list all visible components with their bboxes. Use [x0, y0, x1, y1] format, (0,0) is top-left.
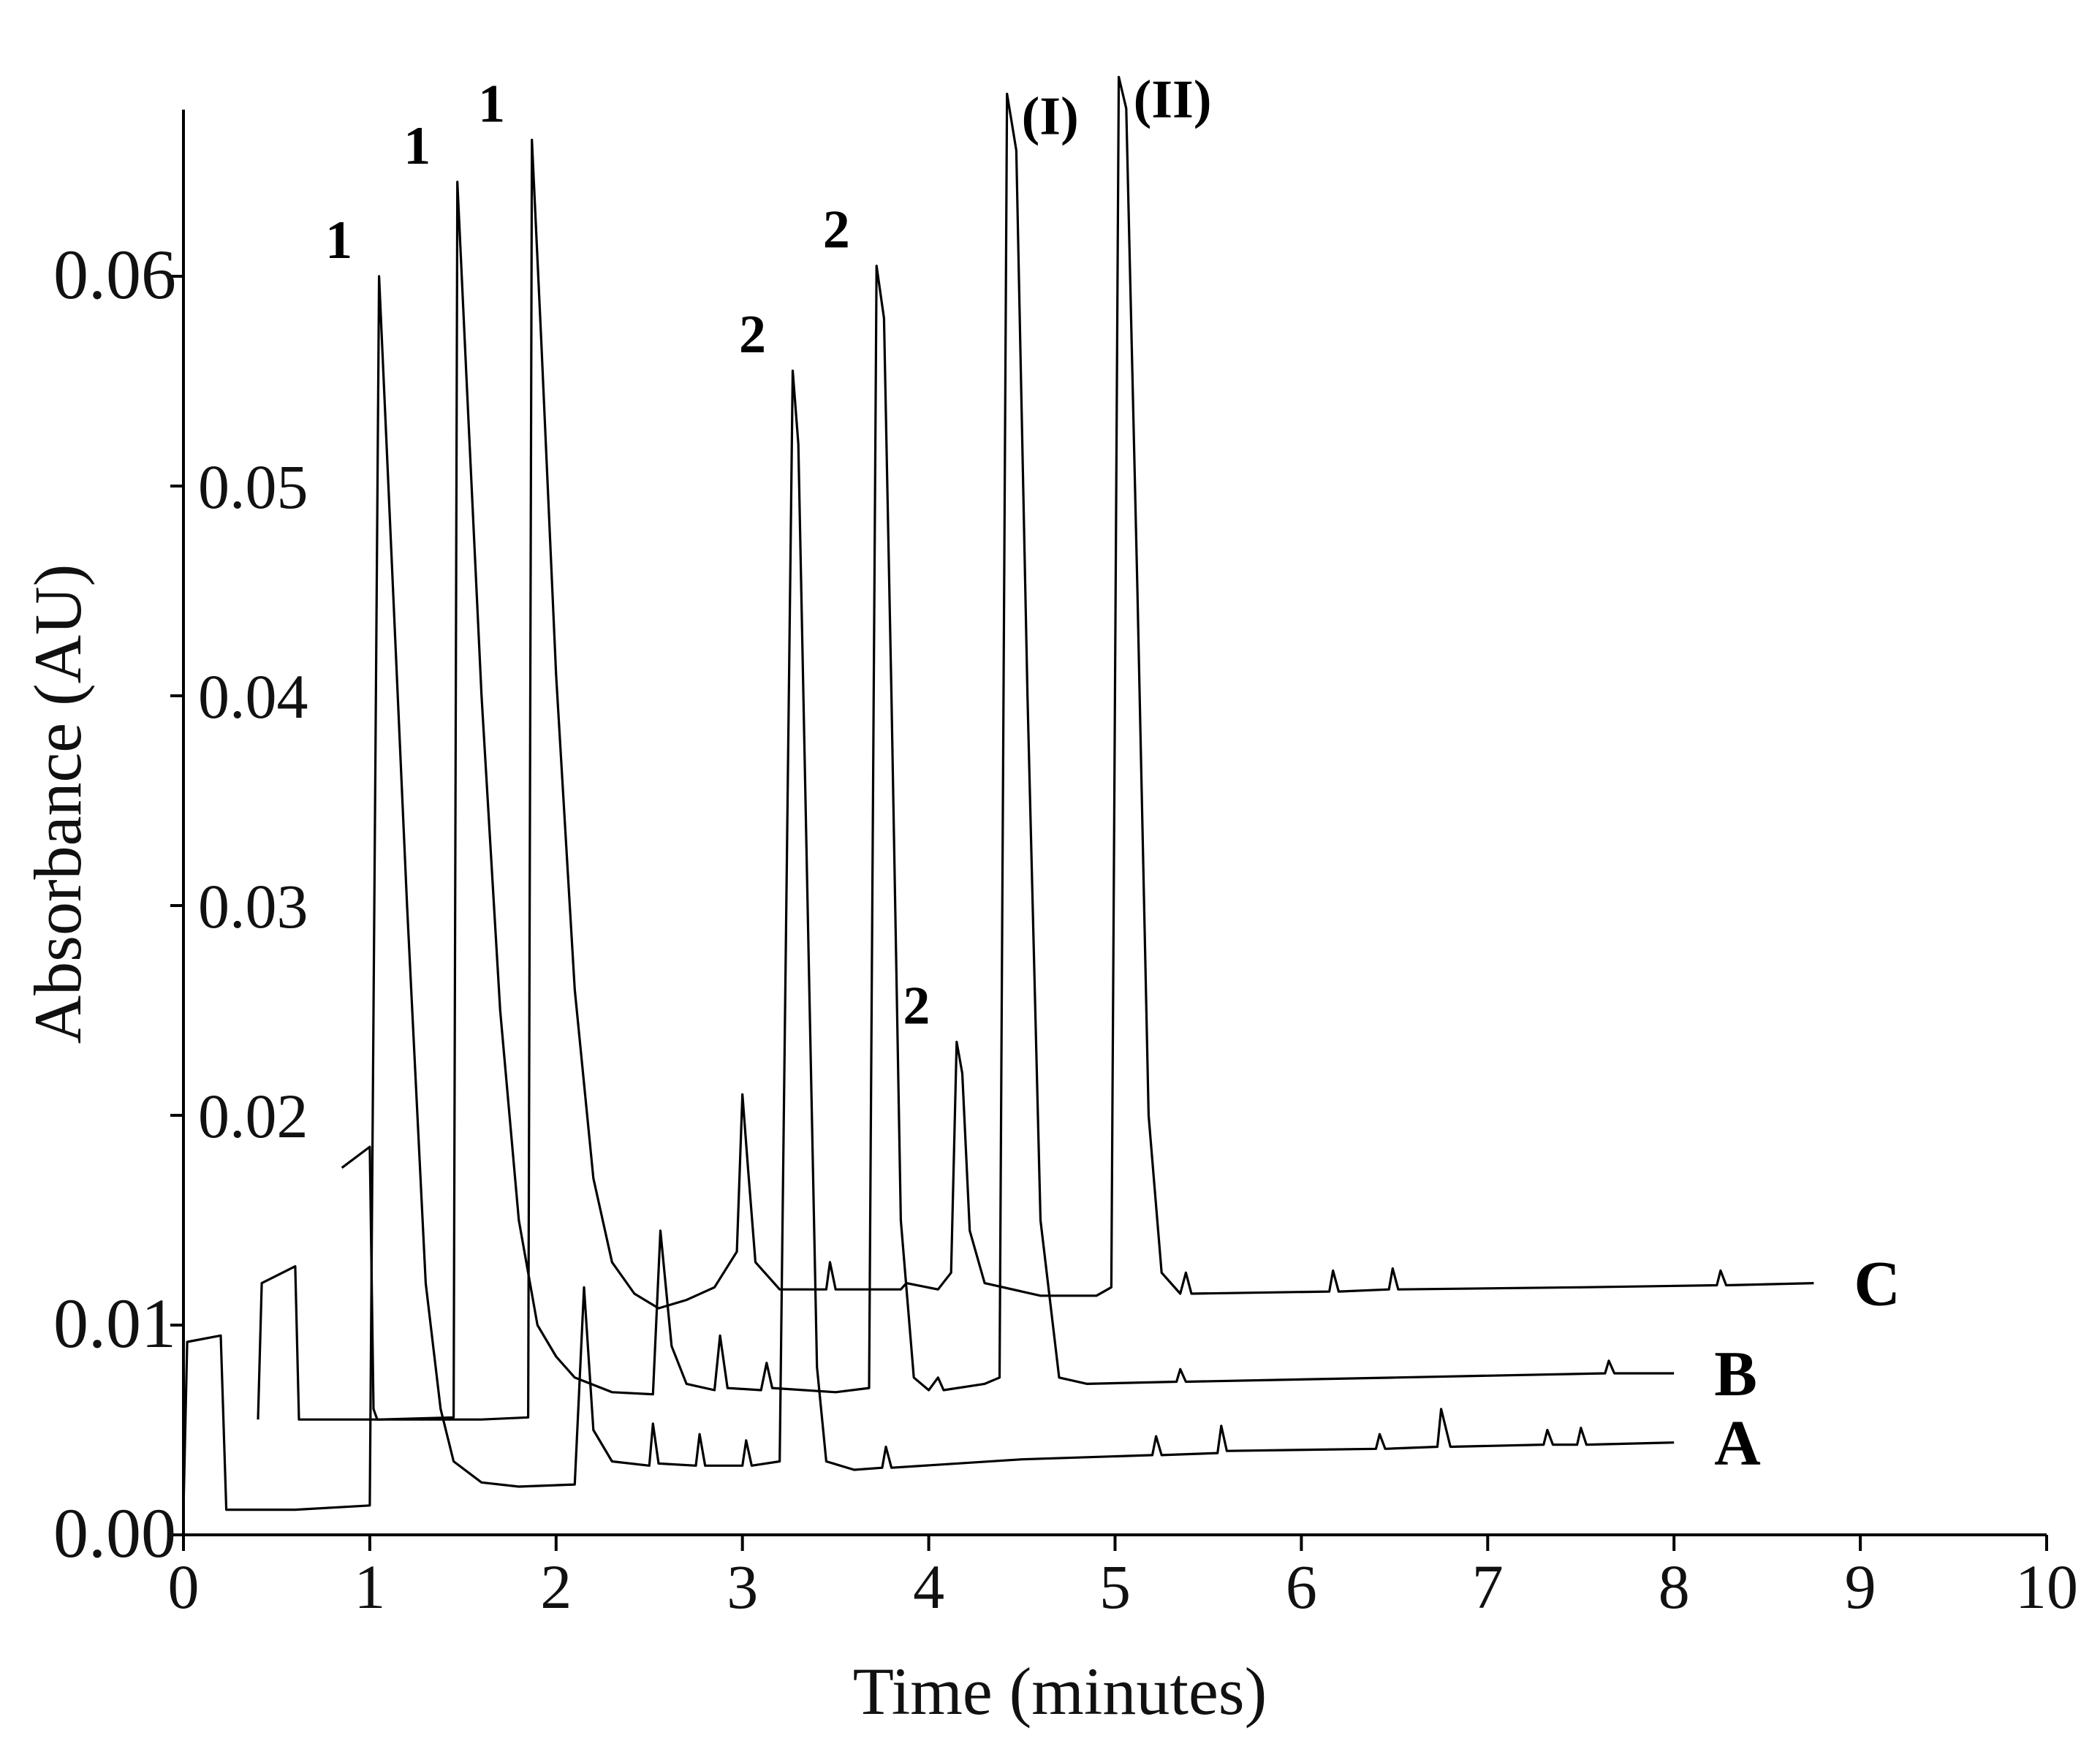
peak-label: (II): [1134, 69, 1212, 129]
x-tick-label: 4: [913, 1552, 944, 1622]
y-tick-label: 0.05: [198, 452, 308, 522]
x-tick-label: 6: [1286, 1552, 1317, 1622]
y-tick-label: 0.03: [198, 871, 308, 941]
peak-label: 1: [325, 210, 352, 270]
x-tick-label: 2: [540, 1552, 572, 1622]
x-tick-label: 3: [727, 1552, 758, 1622]
y-tick-label: 0.02: [198, 1081, 308, 1151]
x-tick-label: 0: [168, 1552, 200, 1622]
series-trace-b: [257, 92, 1675, 1421]
y-axis-title: Absorbance (AU): [20, 564, 95, 1044]
y-tick-label: 0.06: [53, 235, 176, 314]
x-tick-label: 5: [1099, 1552, 1131, 1622]
x-tick-label: 7: [1472, 1552, 1504, 1622]
y-tick-label: 0.01: [53, 1284, 176, 1362]
y-tick-label: 0.04: [198, 661, 308, 732]
x-tick-label: 1: [354, 1552, 385, 1622]
x-tick-label: 8: [1659, 1552, 1690, 1622]
series-label-c: C: [1854, 1249, 1900, 1320]
peak-label: 2: [739, 305, 766, 365]
series-trace-a: [182, 275, 1675, 1511]
y-tick-label: 0.00: [53, 1494, 176, 1572]
x-tick-label: 9: [1845, 1552, 1876, 1622]
series-trace-c: [341, 75, 1814, 1421]
x-axis-title: Time (minutes): [853, 1654, 1267, 1729]
peak-label: 2: [903, 976, 930, 1036]
peak-label: 2: [823, 200, 850, 260]
series-label-b: B: [1714, 1339, 1757, 1410]
peak-label: (I): [1022, 86, 1079, 146]
peak-label: 1: [478, 74, 505, 134]
peak-label: 1: [403, 116, 431, 176]
x-tick-label: 10: [2015, 1552, 2078, 1622]
series-label-a: A: [1714, 1408, 1761, 1479]
